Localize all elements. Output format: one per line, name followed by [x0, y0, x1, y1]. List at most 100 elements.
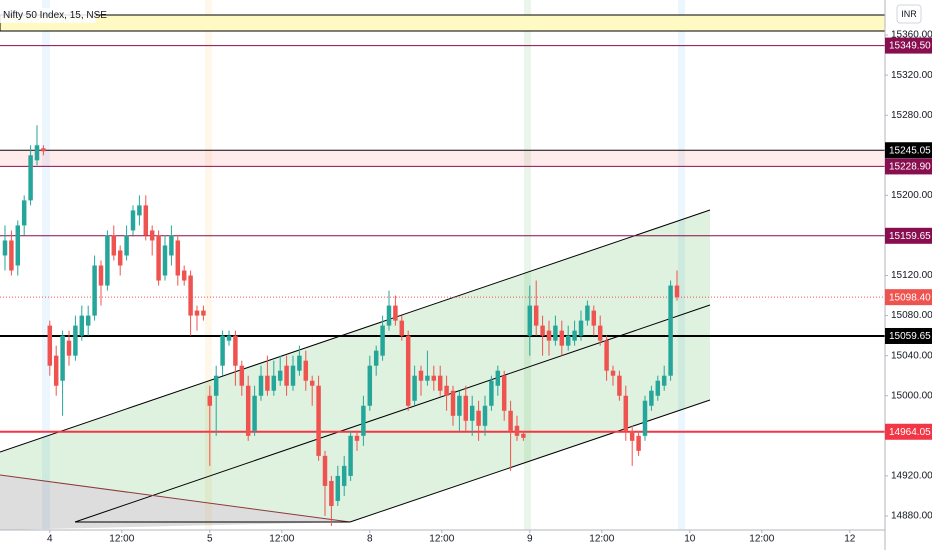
candle-body [213, 375, 219, 396]
candle-body [322, 455, 328, 486]
candle-body [597, 325, 603, 341]
candle-body [137, 205, 142, 216]
price-label: 15228.90 [889, 162, 931, 173]
candle-body [655, 380, 661, 396]
price-label-bg [885, 227, 932, 244]
candle-body [9, 240, 14, 271]
candle-body [188, 275, 193, 316]
candle-body [117, 250, 123, 266]
candle-body [348, 435, 353, 476]
price-label: 14964.05 [889, 427, 931, 438]
candle-body [233, 335, 238, 366]
candle-body [617, 375, 622, 396]
candle-body [405, 335, 411, 406]
candle-body [309, 380, 315, 386]
candle-body [201, 310, 206, 316]
candle-body [21, 200, 27, 226]
y-tick-label: 14880.00 [891, 511, 932, 522]
candle-body [316, 385, 321, 456]
zone-box [0, 14, 886, 32]
candle-body [47, 325, 53, 366]
x-tick-label: 9 [527, 534, 533, 545]
candle-body [149, 230, 155, 241]
candle-body [258, 375, 264, 396]
session-strip [524, 0, 531, 530]
channel-upper [0, 209, 711, 453]
candle-body [489, 380, 494, 406]
candle-body [73, 325, 78, 356]
candle-body [162, 245, 168, 276]
candle-body [668, 285, 673, 376]
candle-body [303, 360, 309, 381]
y-tick-label: 15000.00 [891, 390, 932, 401]
price-axis [885, 0, 932, 550]
candle-body [418, 370, 424, 381]
channel-fill [0, 210, 710, 522]
candle-body [565, 335, 571, 346]
candle-body [380, 325, 385, 356]
price-label-bg [885, 158, 932, 175]
y-tick-label: 15120.00 [891, 270, 932, 281]
price-label-bg [885, 289, 932, 306]
candle-body [661, 375, 667, 386]
level-band [0, 150, 885, 167]
candle-body [444, 385, 449, 396]
currency-label[interactable]: INR [901, 9, 917, 19]
y-tick-label: 15080.00 [891, 310, 932, 321]
x-tick-label: 12:00 [589, 534, 614, 545]
x-tick-label: 4 [47, 534, 53, 545]
candle-body [457, 395, 462, 416]
candle-body [105, 235, 110, 286]
price-label-bg [885, 327, 932, 344]
y-tick-label: 15360.00 [891, 30, 932, 41]
price-label: 15098.40 [889, 292, 931, 303]
x-tick-label: 12 [844, 534, 856, 545]
candle-body [284, 365, 289, 386]
candle-body [623, 395, 629, 431]
candle-body [341, 465, 347, 486]
candle-body [546, 330, 552, 341]
candle-body [469, 405, 475, 421]
y-tick-label: 15320.00 [891, 70, 932, 81]
candle-body [181, 270, 187, 281]
candle-body [130, 210, 136, 231]
candle-body [79, 315, 85, 336]
candle-body [239, 365, 245, 386]
candle-body [540, 325, 545, 336]
candle-body [482, 405, 488, 426]
candle-body [15, 225, 21, 266]
candle-body [2, 240, 8, 256]
candle-body [271, 375, 277, 391]
currency-button[interactable] [896, 4, 922, 24]
candle-body [156, 235, 161, 281]
candle-body [386, 305, 392, 326]
axis-labels: 15360.00 15320.00 15280.00 15200.00 15120.00… [47, 30, 932, 545]
channel-middle [74, 304, 711, 523]
candle-body [674, 285, 680, 298]
candle-body [514, 425, 520, 436]
candle-body [629, 430, 635, 441]
price-label: 15245.05 [889, 145, 931, 156]
candle-body [297, 355, 302, 371]
candle-body [450, 390, 456, 416]
candle-body [354, 435, 360, 441]
session-strip [678, 0, 685, 530]
candle-body [591, 310, 597, 326]
candle-body [533, 305, 539, 326]
candle-body [60, 335, 65, 381]
y-tick-label: 15200.00 [891, 190, 932, 201]
price-label: 15059.65 [889, 331, 931, 342]
x-tick-label: 10 [684, 534, 696, 545]
candle-body [194, 310, 200, 316]
x-tick-label: 5 [207, 534, 213, 545]
candle-body [290, 365, 296, 386]
candle-body [437, 375, 443, 391]
candle-body [66, 340, 72, 356]
candle-body [527, 305, 533, 336]
x-tick-label: 8 [367, 534, 373, 545]
candle-body [329, 480, 334, 506]
candle-body [265, 375, 270, 391]
candle-body [399, 320, 405, 336]
